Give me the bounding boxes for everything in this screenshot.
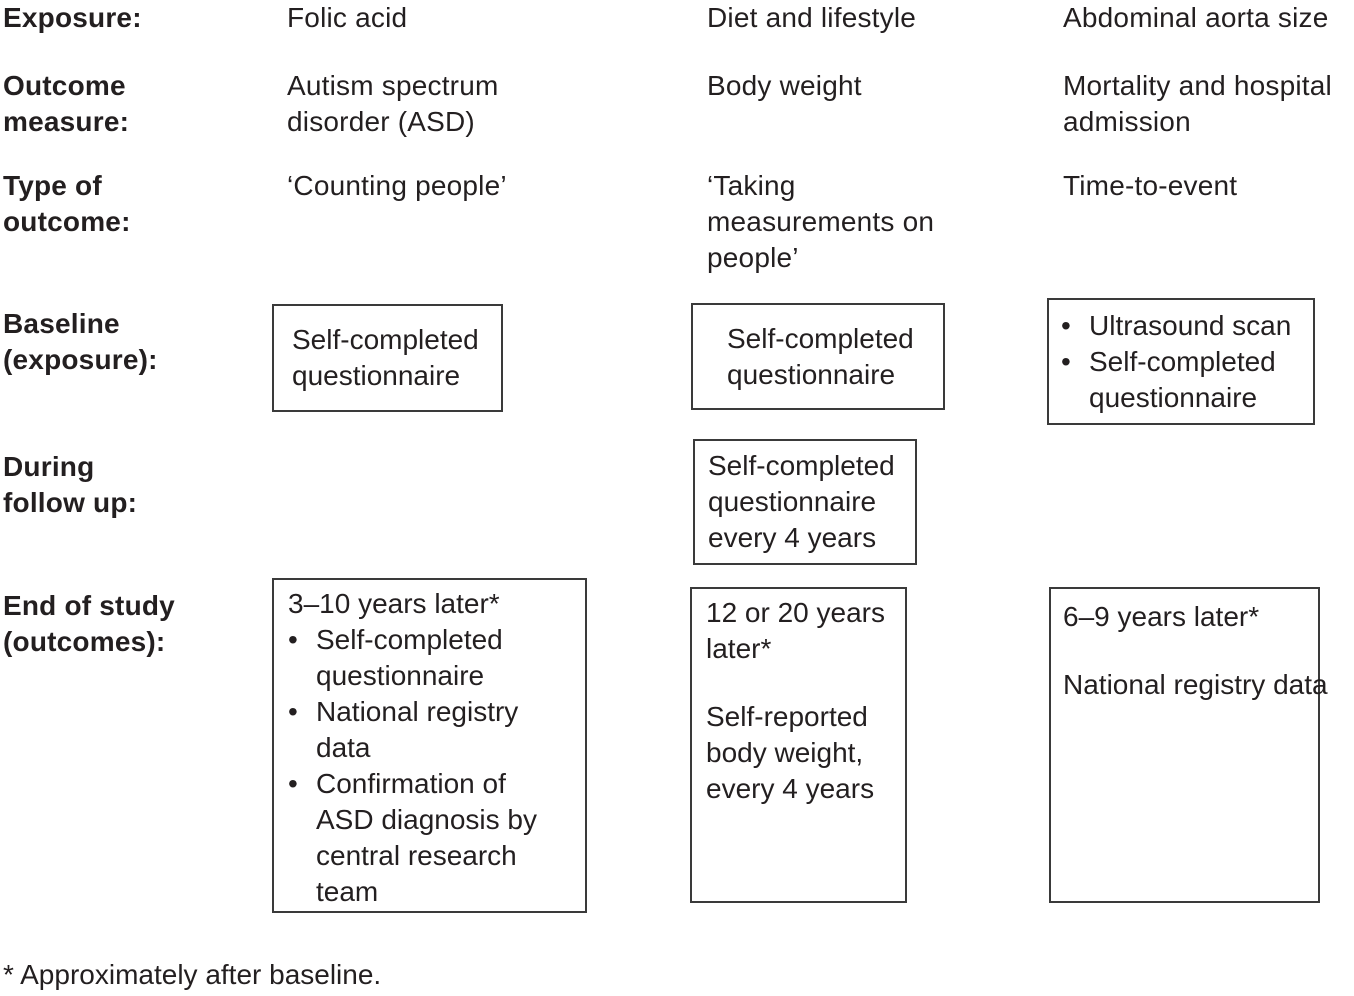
bullet-icon: • bbox=[1061, 346, 1071, 377]
study2-outcome-measure: Body weight bbox=[707, 70, 862, 101]
study2-baseline-box: Self-completed questionnaire bbox=[691, 303, 945, 410]
study1-end-bullet-2-text: National registry data bbox=[316, 696, 519, 763]
study3-outcome-measure: Mortality and hospital admission bbox=[1063, 70, 1332, 137]
study2-type-of-outcome: ‘Taking measurements on people’ bbox=[707, 170, 935, 273]
study3-baseline-bullet-1: • Ultrasound scan bbox=[1061, 308, 1307, 344]
study1-outcome-measure: Autism spectrum disorder (ASD) bbox=[287, 70, 499, 137]
bullet-icon: • bbox=[288, 624, 298, 655]
study3-baseline-bullet-2: • Self-completed questionnaire bbox=[1061, 344, 1307, 416]
study1-end-bullet-3-text: Confirmation of ASD diagnosis by central… bbox=[316, 768, 538, 907]
study1-baseline-box-text: Self-completed questionnaire bbox=[292, 324, 479, 391]
study3-end-of-study-box: 6–9 years later* National registry data bbox=[1049, 587, 1328, 903]
row-label-during-follow-up: During follow up: bbox=[3, 451, 138, 518]
study2-during-follow-up-box: Self-completed questionnaire every 4 yea… bbox=[693, 439, 917, 565]
study2-baseline-box-text: Self-completed questionnaire bbox=[727, 322, 914, 390]
row-label-end-of-study: End of study (outcomes): bbox=[3, 590, 175, 657]
study1-end-bullet-3: • Confirmation of ASD diagnosis by centr… bbox=[288, 766, 575, 910]
study2-during-box-text: Self-completed questionnaire every 4 yea… bbox=[708, 450, 895, 553]
bullet-icon: • bbox=[288, 696, 298, 727]
study1-baseline-box: Self-completed questionnaire bbox=[272, 304, 503, 412]
study3-end-intro: 6–9 years later* bbox=[1063, 601, 1260, 632]
study2-end-of-study-box: 12 or 20 years later* Self-reported body… bbox=[690, 587, 907, 903]
study1-end-bullet-2: • National registry data bbox=[288, 694, 575, 766]
study3-baseline-box: • Ultrasound scan • Self-completed quest… bbox=[1047, 298, 1315, 425]
study1-end-intro: 3–10 years later* bbox=[288, 588, 500, 619]
study3-type-of-outcome: Time-to-event bbox=[1063, 170, 1238, 201]
bullet-icon: • bbox=[288, 768, 298, 799]
study1-exposure: Folic acid bbox=[287, 2, 408, 33]
study3-baseline-bullet-2-text: Self-completed questionnaire bbox=[1089, 346, 1276, 413]
study2-end-intro: 12 or 20 years later* bbox=[706, 597, 885, 664]
row-label-type-of-outcome: Type of outcome: bbox=[3, 170, 131, 237]
study1-type-of-outcome: ‘Counting people’ bbox=[287, 170, 507, 201]
study1-end-bullet-1: • Self-completed questionnaire bbox=[288, 622, 575, 694]
study3-end-body: National registry data bbox=[1063, 669, 1328, 700]
study3-exposure: Abdominal aorta size bbox=[1063, 2, 1329, 33]
bullet-icon: • bbox=[1061, 310, 1071, 341]
study2-exposure: Diet and lifestyle bbox=[707, 2, 917, 33]
row-label-baseline: Baseline (exposure): bbox=[3, 308, 158, 375]
study3-baseline-bullet-1-text: Ultrasound scan bbox=[1089, 310, 1292, 341]
study1-end-bullet-1-text: Self-completed questionnaire bbox=[316, 624, 503, 691]
footnote: * Approximately after baseline. bbox=[3, 959, 382, 990]
row-label-exposure: Exposure: bbox=[3, 2, 142, 33]
row-label-outcome-measure: Outcome measure: bbox=[3, 70, 130, 137]
study2-end-body: Self-reported body weight, every 4 years bbox=[706, 701, 875, 804]
study1-end-of-study-box: 3–10 years later* • Self-completed quest… bbox=[272, 578, 587, 913]
